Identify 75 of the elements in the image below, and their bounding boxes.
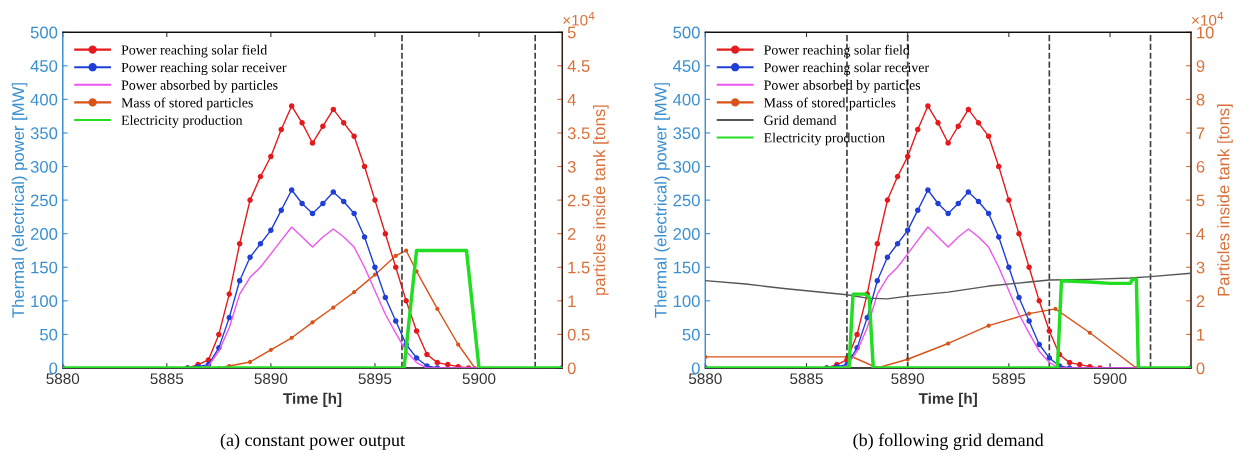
y2-tick-label: 0.5 — [567, 328, 590, 341]
y2-tick-label: 5 — [567, 26, 576, 39]
legend-label: Power reaching solar field — [764, 44, 910, 58]
y-tick-label: 300 — [30, 160, 58, 173]
y-tick-label: 0 — [691, 362, 700, 375]
x-tick-label: 5890 — [891, 373, 925, 385]
x-tick-label: 5895 — [358, 373, 392, 385]
x-axis-title: Time [h] — [283, 392, 342, 407]
text: (a) constant power output — [220, 433, 405, 450]
y2-tick-label: 0 — [567, 362, 576, 375]
legend-label: Mass of stored particles — [764, 97, 896, 111]
x-tick-label: 5885 — [150, 373, 184, 385]
y-tick-label: 500 — [673, 26, 700, 39]
y2-tick-label: 1 — [568, 295, 576, 307]
y2-tick-label: 3 — [567, 160, 576, 173]
x-tick-label: 5895 — [992, 373, 1026, 385]
y-tick-label: 150 — [673, 261, 700, 274]
y-axis-title: Thermal (electrical) power [MW] — [654, 83, 670, 318]
y2-tick-label: 3 — [1196, 261, 1205, 274]
y2-tick-label: 2 — [567, 228, 576, 240]
y-tick-label: 100 — [673, 295, 700, 308]
x-tick-label: 5890 — [254, 373, 288, 385]
legend-label: Electricity production — [764, 132, 885, 146]
y2-tick-label: 2.5 — [567, 194, 590, 207]
legend-label: Electricity production — [121, 115, 243, 128]
legend-label: Mass of stored particles — [121, 97, 253, 111]
text: (b) following grid demand — [853, 433, 1044, 450]
y2-tick-label: 4.5 — [567, 60, 590, 72]
y-tick-label: 200 — [673, 228, 700, 240]
x-tick-label: 5885 — [790, 373, 823, 385]
x-tick-label: 5900 — [1093, 373, 1127, 385]
y-tick-label: 400 — [673, 93, 700, 106]
x-axis-title: Time [h] — [918, 392, 977, 407]
y-tick-label: 150 — [31, 261, 58, 274]
y2-axis-title: Particles inside tank [tons] — [1217, 104, 1233, 296]
y-tick-label: 450 — [30, 60, 58, 72]
y2-tick-label: 4 — [1196, 228, 1205, 240]
text: ×10$^{4}$ — [1192, 11, 1224, 26]
legend-label: Power reaching solar receiver — [764, 62, 929, 76]
y2-tick-label: 9 — [1196, 60, 1205, 72]
y-tick-label: 50 — [40, 328, 58, 341]
y2-tick-label: 1 — [1197, 328, 1205, 341]
x-tick-label: 5880 — [46, 373, 80, 385]
y2-tick-label: 0 — [1196, 362, 1205, 375]
y-axis-title: Thermal (electrical) power [MW] — [11, 83, 28, 318]
y2-tick-label: 4 — [567, 93, 576, 106]
y-tick-label: 350 — [673, 127, 700, 140]
y2-tick-label: 10 — [1197, 26, 1214, 39]
y-tick-label: 250 — [30, 194, 58, 207]
x-tick-label: 5880 — [688, 373, 722, 385]
y2-tick-label: 2 — [1196, 295, 1205, 307]
y-tick-label: 300 — [673, 160, 700, 173]
y2-tick-label: 1.5 — [568, 261, 590, 274]
legend-label: Power reaching solar receiver — [121, 62, 287, 76]
y2-tick-label: 3.5 — [567, 127, 590, 140]
legend-label: Power reaching solar field — [121, 44, 268, 58]
y-tick-label: 50 — [682, 328, 700, 341]
y2-tick-label: 7 — [1196, 127, 1205, 139]
legend-label: Power absorbed by particles — [764, 80, 921, 93]
y-tick-label: 500 — [30, 26, 58, 39]
y2-tick-label: 6 — [1196, 160, 1205, 173]
y2-axis-title: particles inside tank [tons] — [593, 105, 609, 295]
y-tick-label: 450 — [673, 60, 700, 72]
y-tick-label: 0 — [49, 362, 58, 375]
y2-tick-label: 5 — [1196, 194, 1205, 207]
legend-label: Grid demand — [764, 115, 837, 125]
text: ×10$^{4}$ — [563, 11, 595, 26]
y-tick-label: 350 — [30, 127, 58, 140]
y2-tick-label: 8 — [1196, 93, 1205, 106]
x-tick-label: 5900 — [462, 373, 496, 385]
y-tick-label: 100 — [31, 295, 58, 308]
y-tick-label: 400 — [30, 93, 58, 106]
y-tick-label: 250 — [673, 194, 700, 207]
legend-label: Power absorbed by particles — [121, 80, 278, 93]
y-tick-label: 200 — [30, 228, 58, 240]
